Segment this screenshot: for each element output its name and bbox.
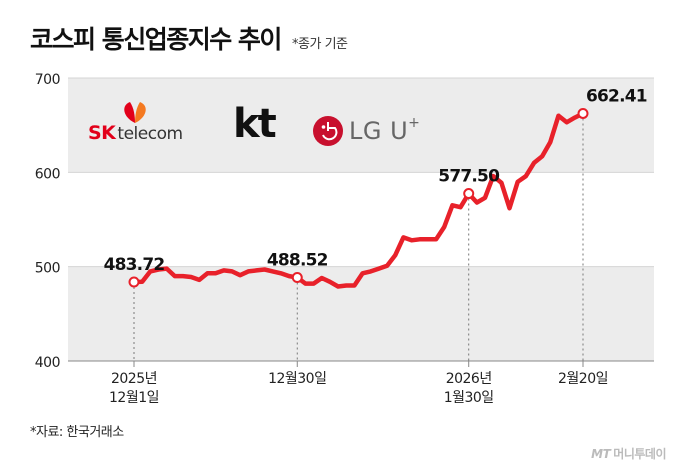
annotation-marker (128, 276, 140, 288)
data-point (419, 238, 421, 240)
data-point (492, 175, 494, 177)
x-tick-label: 2월20일 (558, 371, 608, 387)
data-point (370, 270, 372, 272)
publisher-name: 머니투데이 (613, 447, 666, 461)
x-tick-label: 12월30일 (268, 371, 326, 387)
source-note: *자료: 한국거래소 (30, 425, 124, 440)
annotation-marker (577, 107, 589, 119)
data-point (484, 197, 486, 199)
data-label: 662.41 (586, 86, 647, 106)
data-point (182, 275, 184, 277)
lg-uplus-wordmark: LG U+ (349, 116, 420, 146)
data-point (557, 115, 560, 117)
data-label: 483.72 (104, 255, 165, 275)
data-point (198, 279, 200, 281)
chart-title: 코스피 통신업종지수 추이 (30, 25, 282, 54)
annotation-marker (291, 271, 303, 283)
data-point (459, 206, 462, 208)
data-point (288, 275, 290, 277)
data-point (321, 277, 323, 279)
data-point (174, 275, 176, 277)
data-point (500, 182, 502, 184)
data-point (313, 283, 315, 285)
x-tick-label: 2026년 (446, 371, 492, 387)
chart-subtitle: *종가 기준 (292, 37, 348, 52)
sk-brand-text: SK (88, 122, 116, 144)
data-point (566, 121, 568, 123)
data-point (215, 272, 217, 274)
data-point (272, 270, 274, 272)
y-tick-label: 700 (35, 72, 60, 88)
data-point (190, 276, 192, 278)
series-line (131, 111, 586, 289)
lg-face-icon (313, 116, 343, 146)
y-band (68, 266, 654, 361)
data-label: 488.52 (267, 250, 328, 270)
data-point (329, 281, 331, 283)
data-point (304, 283, 307, 285)
y-tick-label: 400 (35, 355, 60, 371)
data-point (476, 201, 478, 204)
data-point (378, 267, 380, 270)
data-point (206, 272, 209, 274)
data-point (345, 284, 347, 287)
data-point (231, 270, 233, 272)
data-point (435, 238, 437, 240)
data-point (239, 274, 241, 276)
title-row: 코스피 통신업종지수 추이 *종가 기준 (30, 20, 348, 56)
data-point (361, 272, 364, 274)
data-point (443, 226, 445, 228)
data-point (386, 265, 388, 267)
annotation-marker (463, 188, 475, 200)
data-point (451, 204, 453, 206)
lg-uplus-text: LG U (349, 117, 409, 145)
data-point (549, 141, 551, 143)
data-point (264, 268, 266, 271)
data-point (337, 285, 339, 288)
data-point (533, 162, 535, 164)
publisher-credit: MT 머니투데이 (591, 445, 666, 462)
publisher-mark: MT (591, 447, 611, 461)
sk-telecom-text: telecom (117, 124, 183, 144)
x-tick-label: 2025년 (111, 371, 157, 387)
data-point (149, 270, 151, 272)
data-point (166, 267, 168, 270)
data-point (517, 181, 519, 183)
data-point (280, 272, 282, 274)
data-point (541, 155, 543, 157)
data-point (394, 254, 396, 256)
y-tick-label: 500 (35, 261, 60, 277)
data-point (508, 207, 511, 209)
x-tick-label: 12월1일 (109, 390, 159, 406)
data-point (223, 269, 225, 272)
data-point (402, 236, 404, 239)
data-point (255, 269, 258, 272)
data-point (574, 117, 576, 119)
data-point (353, 284, 356, 287)
data-point (410, 239, 413, 241)
lg-uplus-plus: + (408, 115, 421, 131)
y-tick-label: 600 (35, 166, 60, 182)
kt-logo: kt (233, 101, 277, 147)
data-label: 577.50 (438, 167, 500, 187)
lg-face-glyph-icon (321, 122, 338, 141)
data-point (427, 238, 429, 240)
x-tick-label: 1월30일 (444, 390, 494, 406)
data-point (157, 268, 160, 271)
sk-telecom-wordmark: SK telecom (88, 122, 183, 144)
data-point (247, 270, 249, 272)
data-point (525, 175, 527, 177)
sk-butterfly-icon (124, 102, 146, 123)
data-point (141, 281, 143, 283)
